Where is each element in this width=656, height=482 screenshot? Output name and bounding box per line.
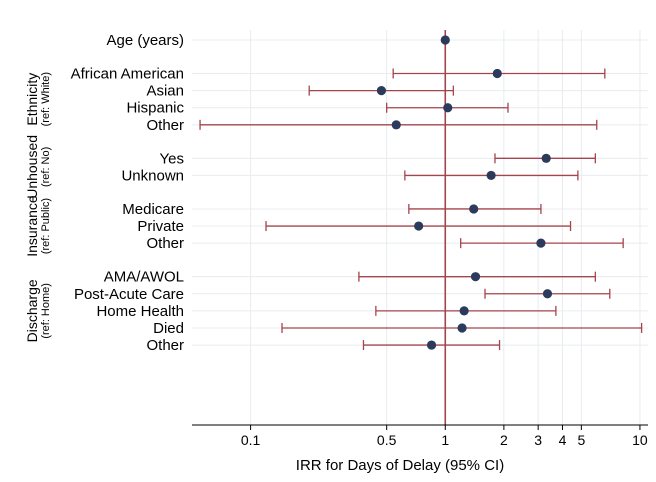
x-tick-label: 1 <box>441 432 449 448</box>
group-subtitle: (ref: White) <box>40 72 52 126</box>
row-label: Medicare <box>122 201 184 218</box>
x-axis: 0.1 0.5 1 2 3 4 5 10 <box>241 425 648 448</box>
point-estimate <box>391 120 401 130</box>
row-label: Asian <box>146 83 184 100</box>
x-tick-label: 2 <box>500 432 508 448</box>
x-tick-label: 0.5 <box>377 432 397 448</box>
group-title: Discharge <box>24 279 40 342</box>
point-estimate <box>542 289 553 299</box>
point-estimate <box>469 204 479 214</box>
point-estimate <box>536 238 546 248</box>
point-estimate <box>440 35 450 45</box>
point-estimate <box>459 306 469 316</box>
row-label: Yes <box>160 150 184 167</box>
row-label: African American <box>71 66 184 83</box>
x-tick-label: 4 <box>559 432 567 448</box>
group-title: Insurance <box>24 195 40 257</box>
row-label: Unknown <box>121 167 184 184</box>
row-label: AMA/AWOL <box>104 269 184 286</box>
x-tick-label: 3 <box>534 432 542 448</box>
group-subtitle: (ref: Public) <box>40 198 52 254</box>
point-estimate <box>414 221 424 231</box>
estimates: Age (years) African AmericanAsianHispanic… <box>71 32 643 354</box>
group-title: Ethnicity <box>24 73 40 126</box>
row-label: Died <box>153 320 184 337</box>
x-tick-label: 0.1 <box>241 432 261 448</box>
point-estimate <box>486 170 496 181</box>
group-subtitle: (ref: No) <box>40 147 52 187</box>
point-estimate <box>457 323 467 333</box>
row-label: Other <box>146 235 184 252</box>
row-label: Other <box>146 117 184 134</box>
row-label: Private <box>137 218 184 235</box>
row-label: Post-Acute Care <box>74 286 184 303</box>
row-label: Hispanic <box>126 100 184 117</box>
group-subtitle: (ref: Home) <box>40 283 52 339</box>
x-tick-label: 5 <box>577 432 585 448</box>
point-estimate <box>541 153 551 163</box>
point-estimate <box>443 103 453 113</box>
row-label: Age (years) <box>106 32 184 49</box>
row-label: Other <box>146 337 184 354</box>
x-axis-title: IRR for Days of Delay (95% CI) <box>296 457 504 474</box>
point-estimate <box>376 86 387 96</box>
group-title: Unhoused <box>24 135 40 199</box>
point-estimate <box>470 272 481 282</box>
row-label: Home Health <box>96 303 184 320</box>
group-titles: Ethnicity (ref: White)Unhoused (ref: No)In… <box>24 72 52 342</box>
point-estimate <box>492 68 502 79</box>
x-tick-label: 10 <box>632 432 648 448</box>
point-estimate <box>426 340 437 350</box>
